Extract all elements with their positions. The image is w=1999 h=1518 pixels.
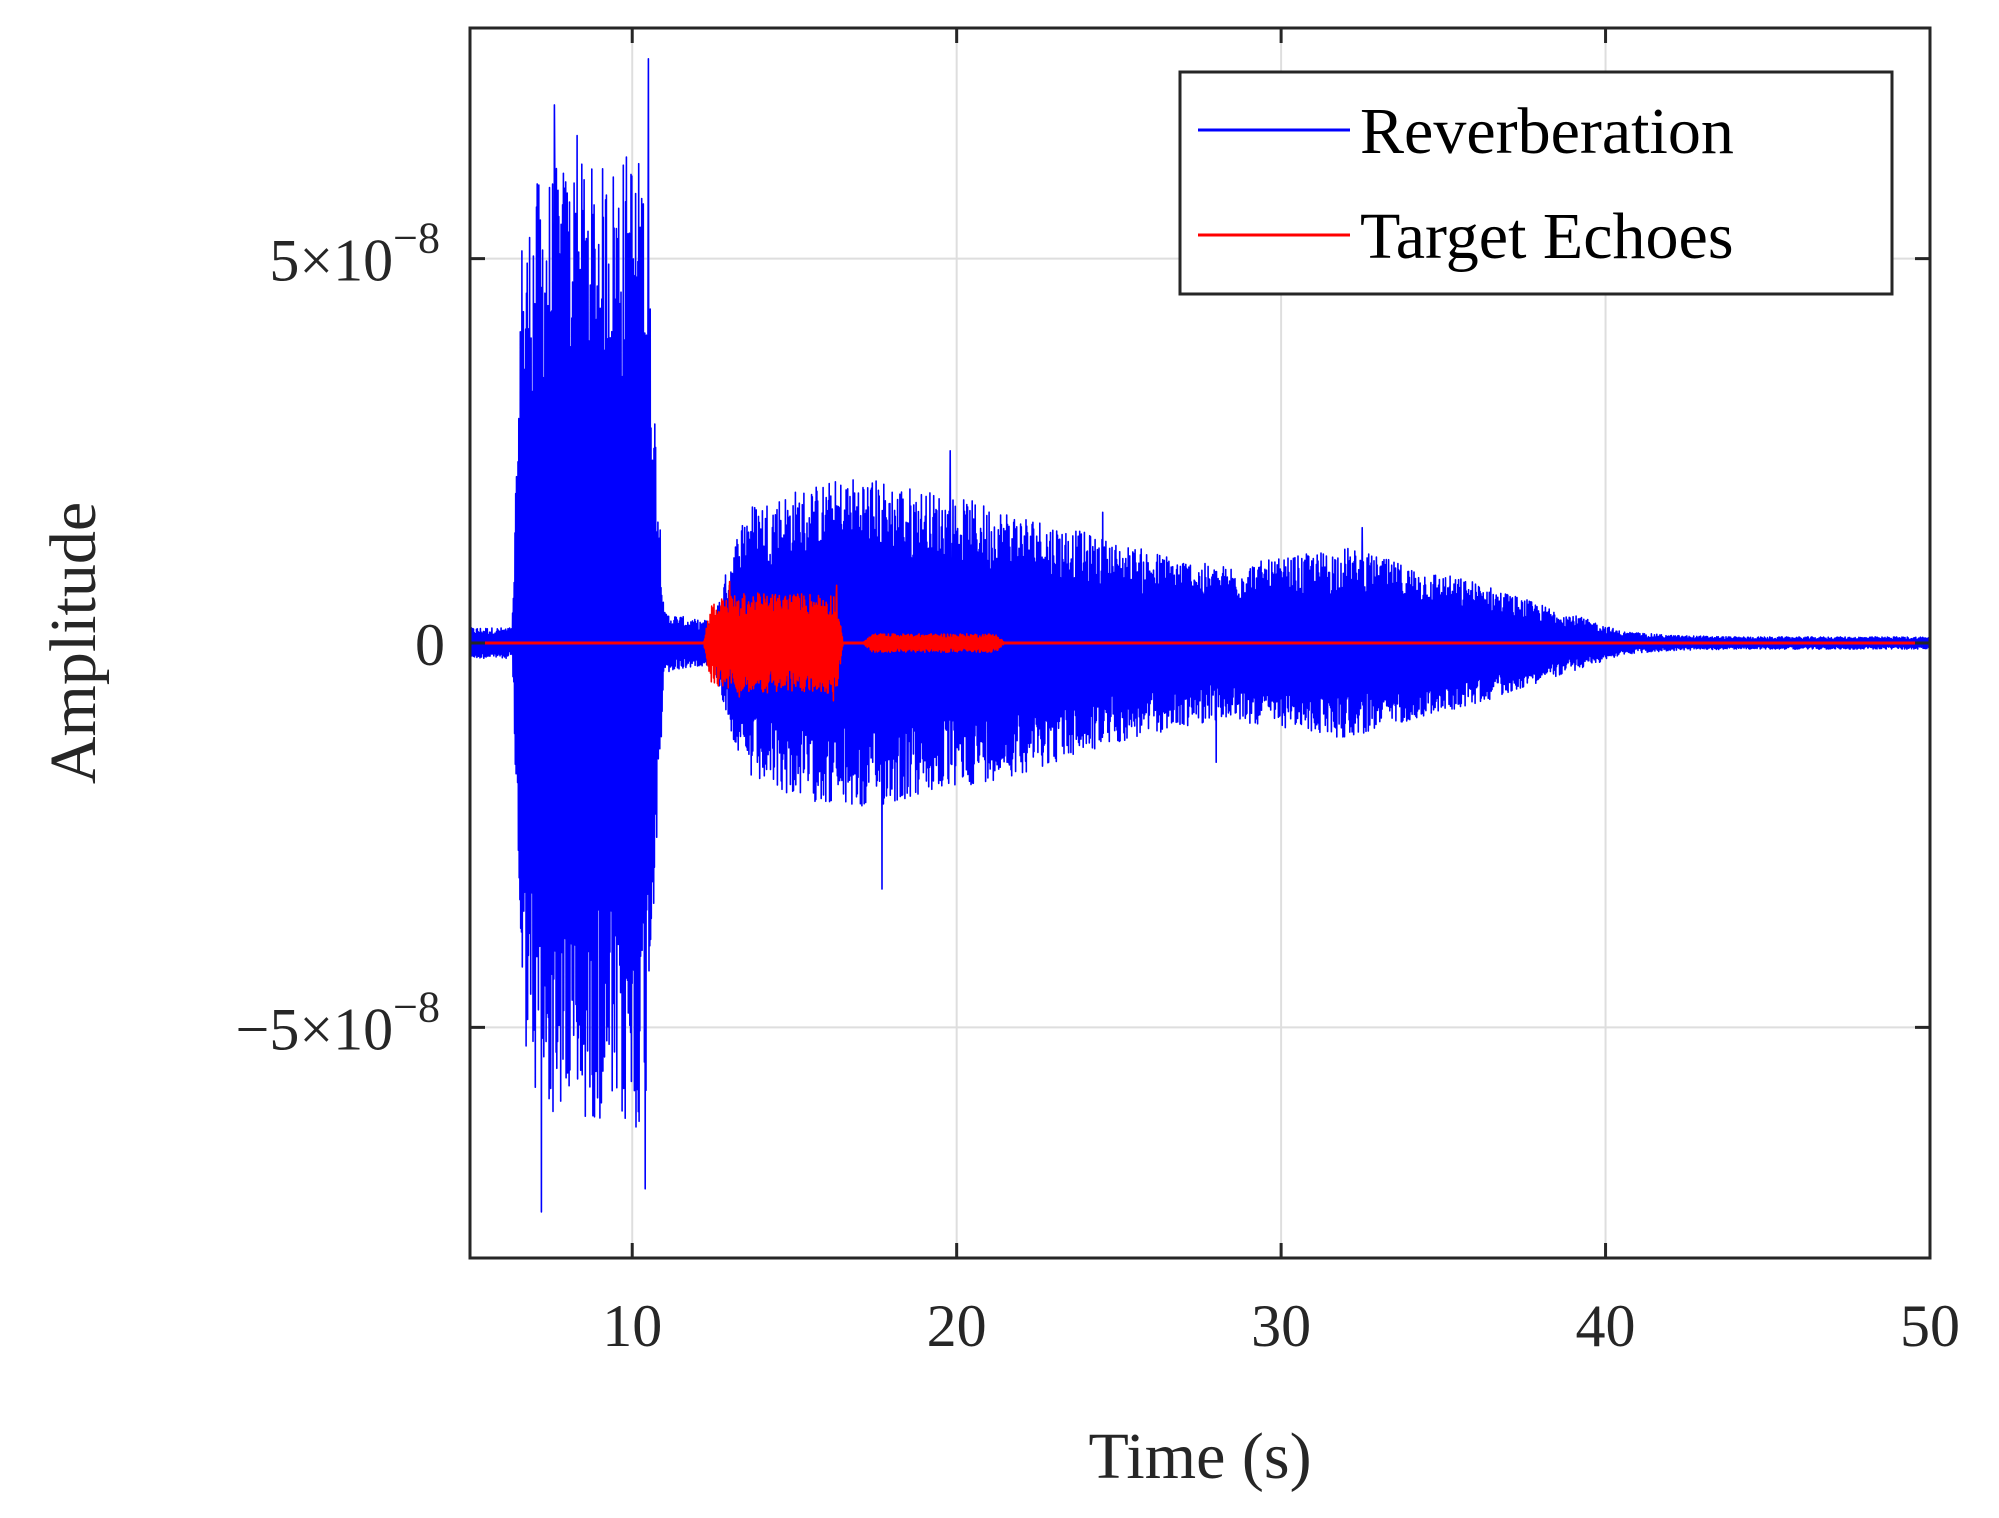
tick-labels: 10 20 30 40 50 5×10−8 0 −5×10−8 [235,214,1960,1359]
y-tick-label: 5×10−8 [269,214,440,294]
legend-label-reverberation: Reverberation [1360,95,1734,168]
x-tick-label: 40 [1576,1293,1636,1359]
x-tick-label: 20 [927,1293,987,1359]
x-axis-label: Time (s) [1088,1420,1311,1493]
x-tick-label: 50 [1900,1293,1960,1359]
x-tick-label: 30 [1251,1293,1311,1359]
x-tick-label: 10 [602,1293,662,1359]
y-tick-label: −5×10−8 [235,982,440,1062]
y-tick-label: 0 [415,612,445,678]
ticks [470,28,1932,1258]
legend-box [1178,70,1894,296]
series-layer [470,58,1930,1213]
y-axis-label: Amplitude [37,502,110,784]
legend: Reverberation Target Echoes [1178,70,1894,296]
legend-label-target-echoes: Target Echoes [1360,200,1734,273]
